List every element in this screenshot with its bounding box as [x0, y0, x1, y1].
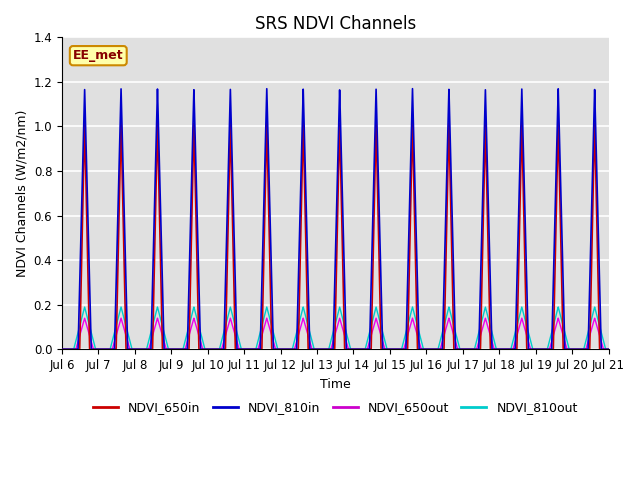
Text: EE_met: EE_met: [73, 49, 124, 62]
X-axis label: Time: Time: [320, 378, 351, 391]
Title: SRS NDVI Channels: SRS NDVI Channels: [255, 15, 416, 33]
Legend: NDVI_650in, NDVI_810in, NDVI_650out, NDVI_810out: NDVI_650in, NDVI_810in, NDVI_650out, NDV…: [88, 396, 583, 419]
Y-axis label: NDVI Channels (W/m2/nm): NDVI Channels (W/m2/nm): [15, 109, 28, 277]
